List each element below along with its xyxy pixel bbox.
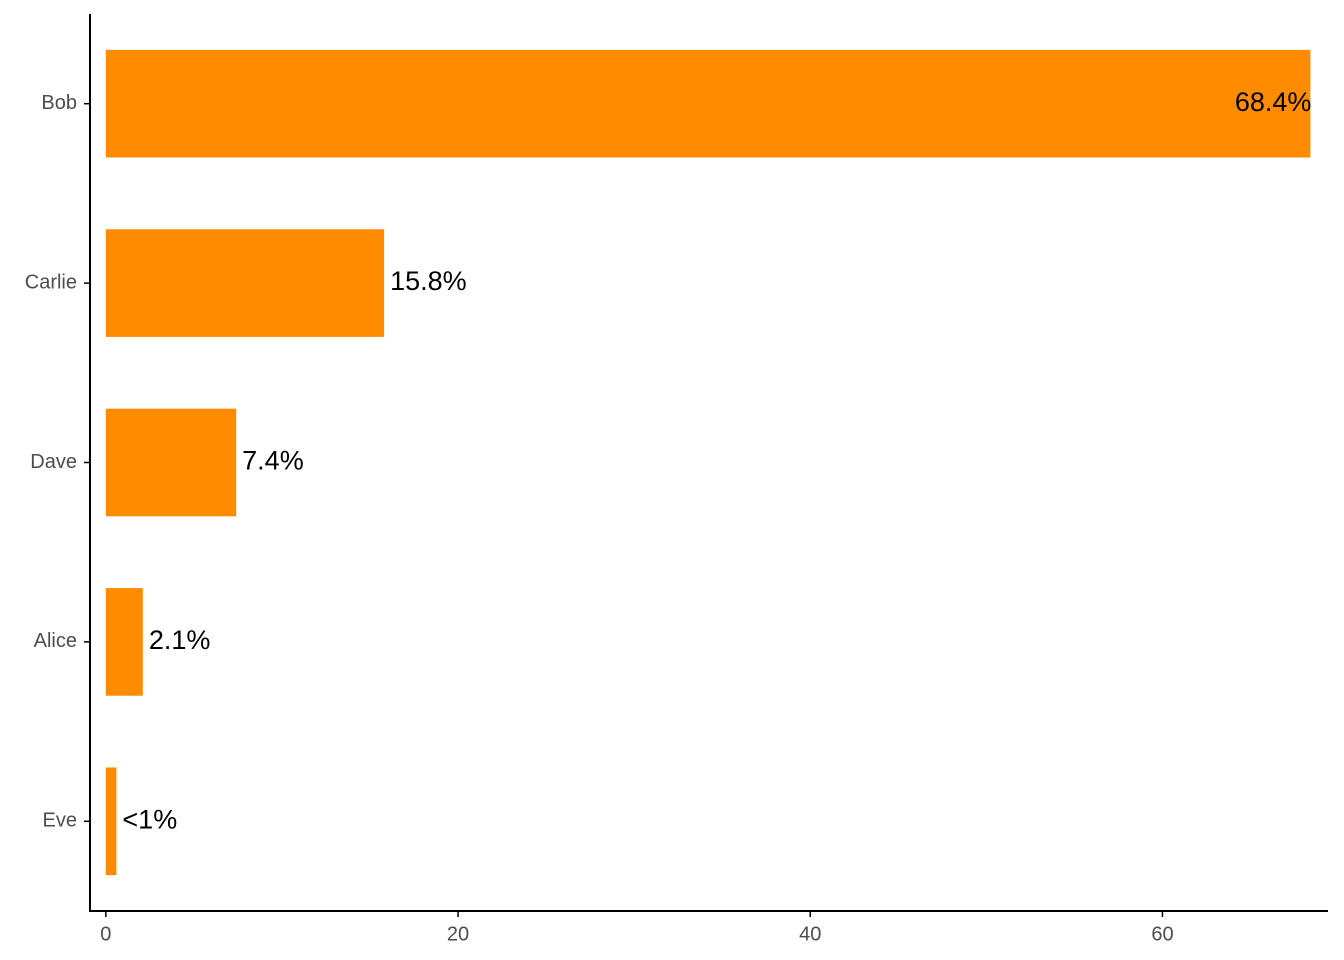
x-tick-label: 60 (1151, 923, 1173, 945)
x-tick-label: 20 (447, 923, 469, 945)
x-tick-label: 40 (799, 923, 821, 945)
x-tick-label: 0 (100, 923, 111, 945)
bar (105, 49, 1311, 158)
value-label: 7.4% (242, 446, 304, 476)
bar (105, 588, 143, 696)
bar (105, 767, 117, 876)
y-tick-label: Dave (30, 451, 77, 473)
bar (105, 229, 385, 337)
value-label: <1% (122, 804, 177, 834)
value-label: 68.4% (1235, 87, 1312, 117)
y-tick-label: Eve (43, 810, 77, 832)
y-tick-label: Bob (41, 92, 77, 114)
value-label: 15.8% (390, 266, 467, 296)
y-tick-label: Alice (34, 630, 77, 652)
y-tick-label: Carlie (25, 271, 77, 293)
bar (105, 408, 237, 517)
value-label: 2.1% (149, 625, 211, 655)
